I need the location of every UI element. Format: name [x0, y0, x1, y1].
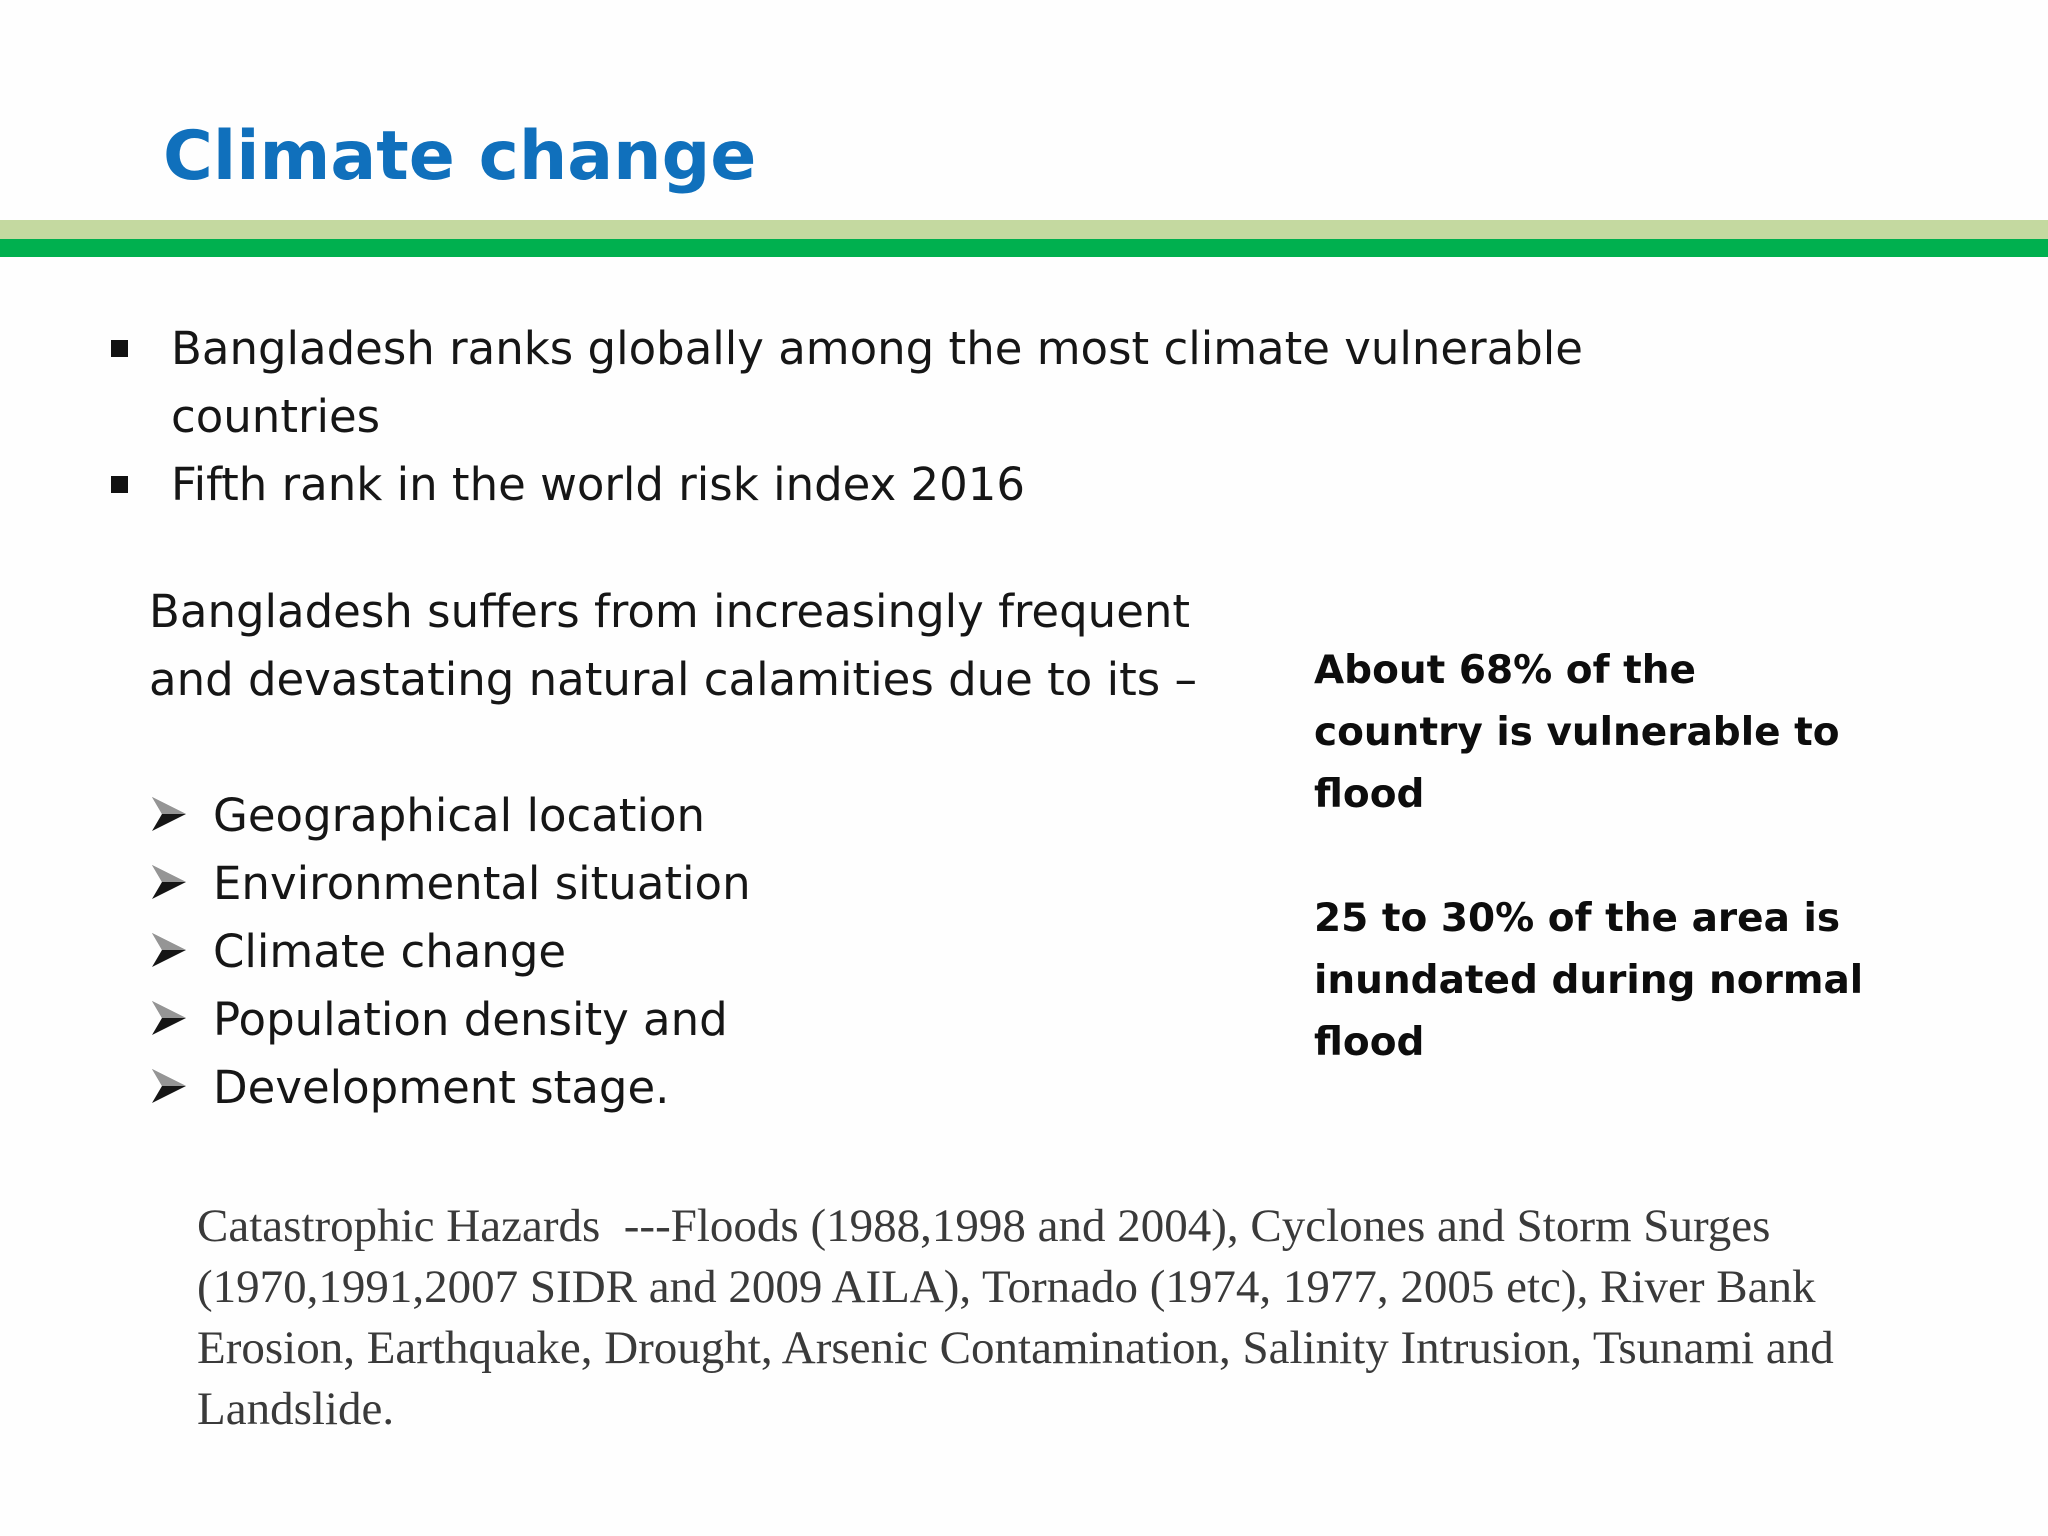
fact-spacer — [1314, 826, 1874, 888]
cause-text: Environmental situation — [213, 857, 751, 910]
arrow-bullet-icon — [152, 1069, 186, 1103]
cause-text: Population density and — [213, 993, 728, 1046]
cause-item: Environmental situation — [149, 850, 751, 918]
arrow-bullet-icon — [152, 865, 186, 899]
causes-list: Geographical location Environmental situ… — [149, 782, 751, 1122]
flood-facts: About 68% of the country is vulnerable t… — [1314, 640, 1874, 1074]
cause-item: Population density and — [149, 986, 751, 1054]
flood-fact: About 68% of the country is vulnerable t… — [1314, 648, 1840, 817]
calamities-intro: Bangladesh suffers from increasingly fre… — [149, 585, 1198, 706]
slide-title: Climate change — [163, 117, 757, 196]
cause-item: Development stage. — [149, 1054, 751, 1122]
arrow-bullet-icon — [152, 933, 186, 967]
title-underline-light — [0, 220, 2048, 239]
arrow-bullet-icon — [152, 1001, 186, 1035]
arrow-bullet-icon — [152, 797, 186, 831]
key-points-list: Bangladesh ranks globally among the most… — [105, 315, 1755, 519]
hazards-paragraph: Catastrophic Hazards ---Floods (1988,199… — [197, 1200, 1846, 1435]
key-point-text: Fifth rank in the world risk index 2016 — [171, 458, 1026, 511]
square-bullet-icon — [111, 476, 128, 493]
key-point: Bangladesh ranks globally among the most… — [105, 315, 1755, 451]
cause-text: Climate change — [213, 925, 567, 978]
title-underline-dark — [0, 239, 2048, 257]
key-point-text: Bangladesh ranks globally among the most… — [171, 322, 1583, 443]
cause-item: Geographical location — [149, 782, 751, 850]
flood-fact: 25 to 30% of the area is inundated durin… — [1314, 896, 1864, 1065]
key-point: Fifth rank in the world risk index 2016 — [105, 451, 1755, 519]
cause-item: Climate change — [149, 918, 751, 986]
cause-text: Geographical location — [213, 789, 705, 842]
square-bullet-icon — [111, 340, 128, 357]
cause-text: Development stage. — [213, 1061, 670, 1114]
